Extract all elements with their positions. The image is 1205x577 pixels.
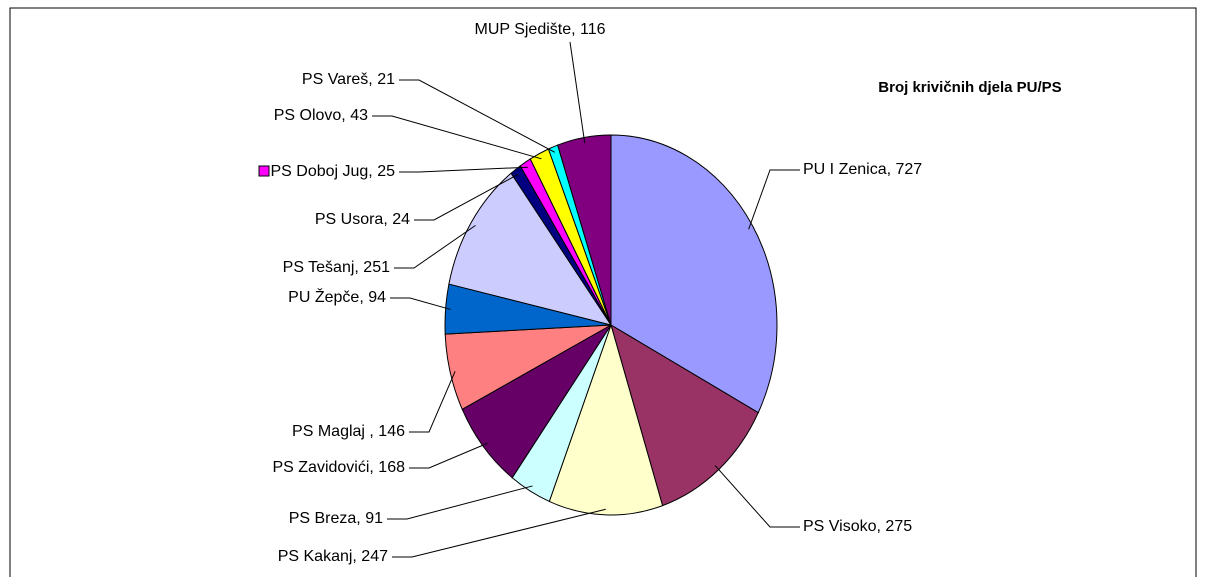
data-label: PS Olovo, 43 xyxy=(274,107,368,124)
leader-line xyxy=(399,79,556,153)
data-label: PS Vareš, 21 xyxy=(302,71,395,88)
leader-line xyxy=(409,442,488,469)
legend-key xyxy=(258,165,270,177)
leader-line xyxy=(394,224,476,269)
pie-slice xyxy=(548,323,664,516)
leader-line xyxy=(414,173,519,221)
data-label: PS Doboj Jug, 25 xyxy=(270,163,395,180)
chart-border xyxy=(9,7,1197,577)
leader-line xyxy=(372,115,542,160)
data-label: PS Breza, 91 xyxy=(289,510,383,527)
data-label: MUP Sjedište, 116 xyxy=(474,21,605,38)
leader-line xyxy=(569,41,586,144)
data-label: PS Visoko, 275 xyxy=(803,518,912,535)
leader-line xyxy=(714,465,800,528)
data-label: PU I Zenica, 727 xyxy=(803,161,922,178)
pie-slice xyxy=(610,134,778,414)
leader-line xyxy=(387,485,533,520)
leader-line xyxy=(748,169,800,230)
data-label: PS Tešanj, 251 xyxy=(283,259,390,276)
data-label: PS Kakanj, 247 xyxy=(278,548,388,565)
leader-line xyxy=(390,297,451,310)
data-label: PS Usora, 24 xyxy=(315,211,410,228)
pie-slice xyxy=(448,172,613,326)
data-label: PU Žepče, 94 xyxy=(288,287,386,306)
data-label: PS Zavidovići, 168 xyxy=(272,459,405,476)
leader-line xyxy=(409,371,456,433)
data-label: PS Maglaj , 146 xyxy=(292,423,405,440)
leader-line xyxy=(399,166,528,173)
chart-title: Broj krivičnih djela PU/PS xyxy=(878,79,1061,96)
leader-line xyxy=(392,508,606,558)
